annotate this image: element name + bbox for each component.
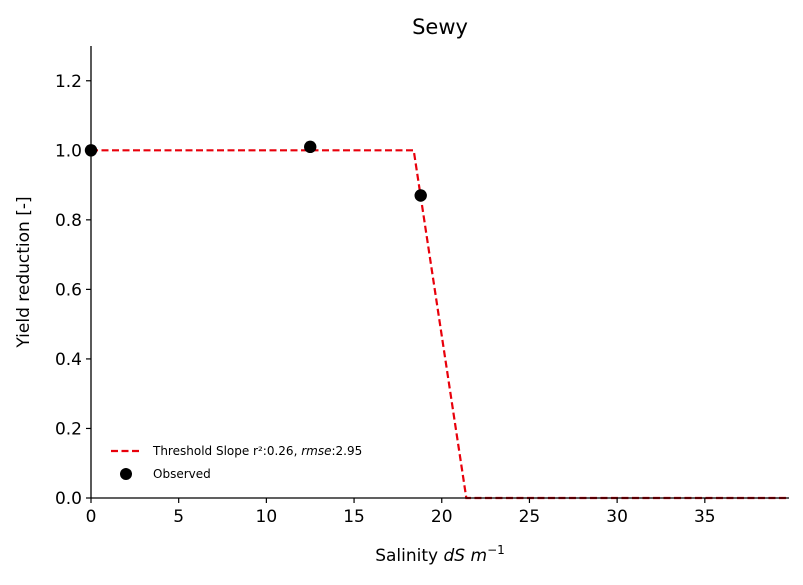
x-tick-label: 15 bbox=[343, 507, 365, 527]
x-tick-label: 0 bbox=[86, 507, 97, 527]
y-tick-label: 0.0 bbox=[55, 489, 82, 509]
x-tick-label: 10 bbox=[256, 507, 278, 527]
x-tick-label: 20 bbox=[431, 507, 453, 527]
y-tick-label: 1.0 bbox=[55, 141, 82, 161]
observed-point bbox=[304, 140, 317, 154]
chart-title: Sewy bbox=[412, 15, 468, 39]
legend-threshold-suffix: :2.95 bbox=[331, 444, 362, 458]
legend-threshold-rmse: rmse bbox=[301, 444, 331, 458]
x-ticks: 0 5 10 15 20 25 30 35 bbox=[86, 498, 716, 527]
x-tick-label: 35 bbox=[694, 507, 716, 527]
y-axis-label: Yield reduction [-] bbox=[14, 196, 34, 348]
x-axis-label-exponent: −1 bbox=[487, 543, 505, 557]
x-axis-label-unit: dS m bbox=[444, 546, 488, 566]
legend-marker-swatch bbox=[120, 468, 132, 480]
x-axis-label: Salinity dS m−1 bbox=[375, 543, 505, 566]
x-tick-label: 30 bbox=[606, 507, 628, 527]
legend: Threshold Slope r²:0.26, rmse:2.95 Obser… bbox=[111, 444, 362, 481]
y-tick-label: 1.2 bbox=[55, 72, 82, 92]
legend-entry-threshold: Threshold Slope r²:0.26, rmse:2.95 bbox=[152, 444, 362, 458]
x-tick-label: 5 bbox=[173, 507, 184, 527]
legend-entry-observed: Observed bbox=[153, 467, 211, 481]
x-tick-label: 25 bbox=[519, 507, 541, 527]
x-axis-label-prefix: Salinity bbox=[375, 546, 443, 566]
y-tick-label: 0.4 bbox=[55, 350, 82, 370]
observed-point bbox=[414, 189, 427, 202]
y-tick-label: 0.2 bbox=[55, 419, 82, 439]
legend-threshold-prefix: Threshold Slope r²:0.26, bbox=[152, 444, 301, 458]
y-tick-label: 0.8 bbox=[55, 211, 82, 231]
y-tick-label: 0.6 bbox=[55, 280, 82, 300]
y-ticks: 0.0 0.2 0.4 0.6 0.8 1.0 1.2 bbox=[55, 72, 91, 509]
